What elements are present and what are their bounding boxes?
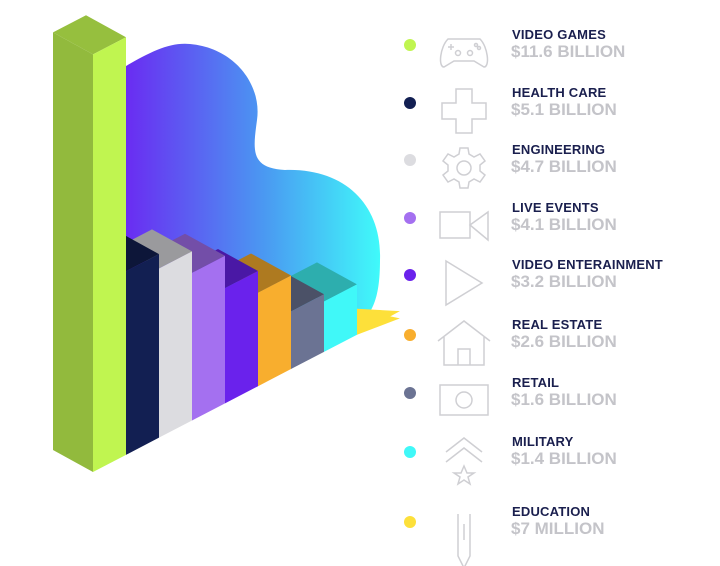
bar-top-face	[284, 262, 357, 302]
legend-category-label: REAL ESTATE	[512, 317, 603, 332]
legend-value-label: $4.7 BILLION	[511, 157, 617, 176]
gear-icon	[441, 147, 487, 189]
legend-item: VIDEO ENTERAINMENT $3.2 BILLION	[400, 257, 720, 319]
legend-item: MILITARY $1.4 BILLION	[400, 434, 720, 496]
video-camera-icon	[439, 210, 489, 242]
legend-item: HEALTH CARE $5.1 BILLION	[400, 85, 720, 147]
legend-item: VIDEO GAMES $11.6 BILLION	[400, 27, 720, 89]
legend-category-label: LIVE EVENTS	[512, 200, 599, 215]
bar-front-face	[159, 251, 192, 438]
legend-color-dot	[404, 212, 416, 224]
bar-face	[357, 308, 400, 335]
gamepad-icon	[439, 38, 489, 68]
legend-item: LIVE EVENTS $4.1 BILLION	[400, 200, 720, 262]
legend-color-dot	[404, 516, 416, 528]
legend-color-dot	[404, 446, 416, 458]
legend-value-label: $5.1 BILLION	[511, 100, 617, 119]
bar-engineering	[119, 229, 192, 438]
play-icon	[445, 259, 484, 307]
bar-side-face	[53, 32, 93, 473]
legend-category-label: RETAIL	[512, 375, 560, 390]
legend-value-label: $4.1 BILLION	[511, 215, 617, 234]
legend-value-label: $3.2 BILLION	[511, 272, 617, 291]
legend-color-dot	[404, 269, 416, 281]
bar-front-face	[291, 294, 324, 370]
bar-front-face	[258, 275, 291, 387]
house-icon	[437, 320, 491, 366]
bar-front-face	[126, 254, 159, 455]
bar-front-face	[225, 271, 258, 404]
legend-category-label: HEALTH CARE	[512, 85, 607, 100]
legend-color-dot	[404, 154, 416, 166]
bar-front-face	[93, 37, 126, 473]
legend-item: EDUCATION $7 MILLION	[400, 504, 720, 566]
legend-color-dot	[404, 39, 416, 51]
legend-category-label: ENGINEERING	[512, 142, 606, 157]
legend-color-dot	[404, 329, 416, 341]
legend-value-label: $1.6 BILLION	[511, 390, 617, 409]
pencil-icon	[457, 514, 471, 566]
bar-video-games	[53, 15, 126, 473]
bar-front-face	[192, 255, 225, 421]
bar-education	[353, 308, 400, 335]
bar-military	[284, 262, 357, 352]
legend-item: REAL ESTATE $2.6 BILLION	[400, 317, 720, 379]
legend-category-label: MILITARY	[512, 434, 574, 449]
legend-value-label: $2.6 BILLION	[511, 332, 617, 351]
legend-category-label: VIDEO ENTERAINMENT	[512, 257, 663, 272]
bar-top-face	[53, 15, 126, 55]
military-rank-icon	[445, 437, 483, 486]
medical-cross-icon	[441, 88, 487, 134]
legend-category-label: EDUCATION	[512, 504, 591, 519]
legend-color-dot	[404, 97, 416, 109]
banknote-icon	[439, 384, 489, 416]
legend-value-label: $11.6 BILLION	[511, 42, 626, 61]
legend-color-dot	[404, 387, 416, 399]
legend-value-label: $1.4 BILLION	[511, 449, 617, 468]
bar-top-face	[119, 229, 192, 269]
legend-value-label: $7 MILLION	[511, 519, 605, 538]
legend-item: ENGINEERING $4.7 BILLION	[400, 142, 720, 204]
legend-category-label: VIDEO GAMES	[512, 27, 606, 42]
bar-front-face	[324, 284, 357, 352]
legend-item: RETAIL $1.6 BILLION	[400, 375, 720, 437]
